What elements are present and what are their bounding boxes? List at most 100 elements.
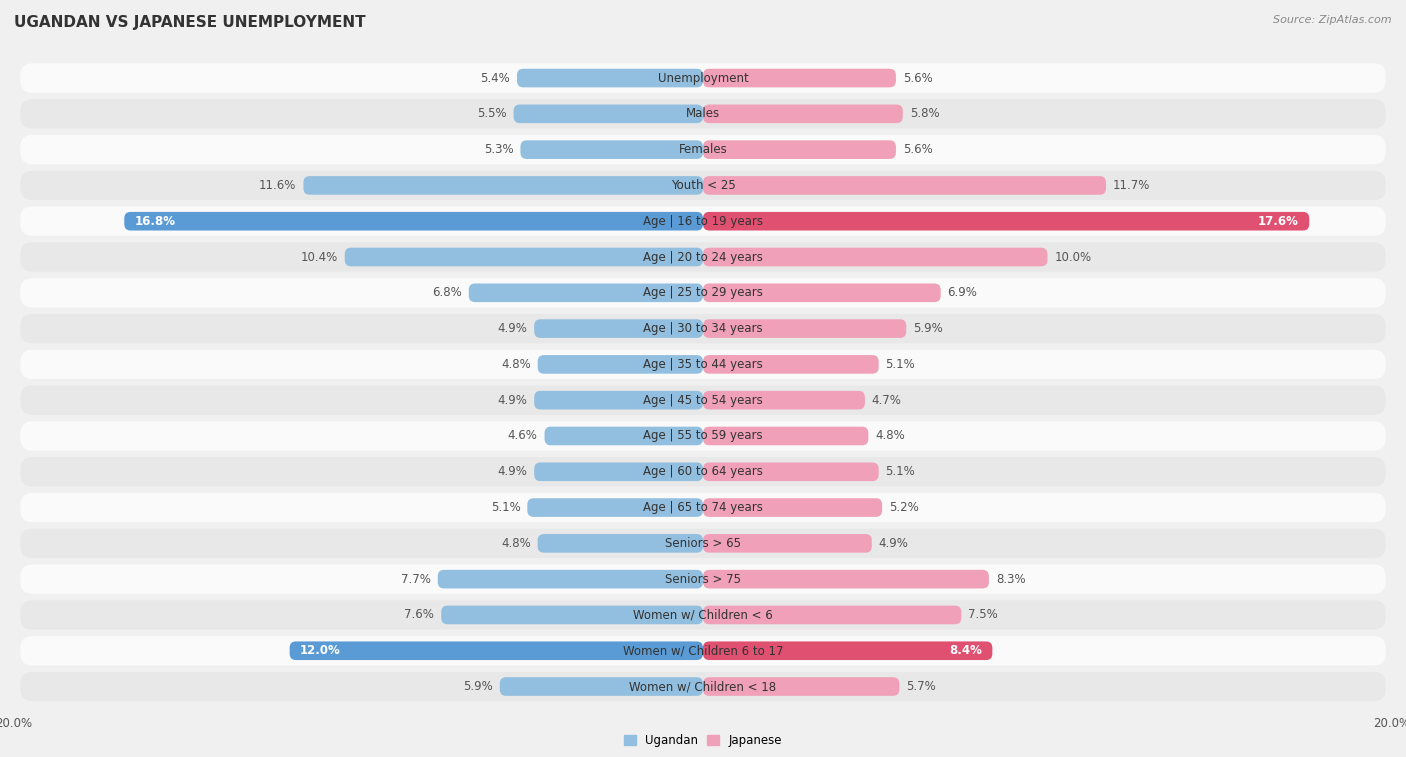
FancyBboxPatch shape <box>304 176 703 195</box>
FancyBboxPatch shape <box>703 248 1047 266</box>
Text: 4.7%: 4.7% <box>872 394 901 407</box>
FancyBboxPatch shape <box>20 528 1386 558</box>
Text: 6.8%: 6.8% <box>432 286 461 299</box>
Text: 4.9%: 4.9% <box>498 322 527 335</box>
FancyBboxPatch shape <box>20 135 1386 164</box>
Text: Females: Females <box>679 143 727 156</box>
FancyBboxPatch shape <box>290 641 703 660</box>
FancyBboxPatch shape <box>703 391 865 410</box>
FancyBboxPatch shape <box>513 104 703 123</box>
FancyBboxPatch shape <box>20 99 1386 129</box>
FancyBboxPatch shape <box>703 69 896 87</box>
FancyBboxPatch shape <box>437 570 703 588</box>
Text: 6.9%: 6.9% <box>948 286 977 299</box>
Text: 5.7%: 5.7% <box>907 680 936 693</box>
Text: 5.9%: 5.9% <box>912 322 943 335</box>
FancyBboxPatch shape <box>544 427 703 445</box>
Text: Unemployment: Unemployment <box>658 72 748 85</box>
Text: Males: Males <box>686 107 720 120</box>
Text: Women w/ Children < 6: Women w/ Children < 6 <box>633 609 773 621</box>
FancyBboxPatch shape <box>703 498 882 517</box>
Text: Age | 16 to 19 years: Age | 16 to 19 years <box>643 215 763 228</box>
Text: Youth < 25: Youth < 25 <box>671 179 735 192</box>
Text: 10.4%: 10.4% <box>301 251 337 263</box>
FancyBboxPatch shape <box>527 498 703 517</box>
Text: Age | 35 to 44 years: Age | 35 to 44 years <box>643 358 763 371</box>
Text: 12.0%: 12.0% <box>299 644 340 657</box>
Text: Age | 25 to 29 years: Age | 25 to 29 years <box>643 286 763 299</box>
Text: 11.6%: 11.6% <box>259 179 297 192</box>
FancyBboxPatch shape <box>537 534 703 553</box>
FancyBboxPatch shape <box>20 278 1386 307</box>
Text: 7.6%: 7.6% <box>405 609 434 621</box>
Text: Source: ZipAtlas.com: Source: ZipAtlas.com <box>1274 15 1392 25</box>
Text: 7.5%: 7.5% <box>969 609 998 621</box>
FancyBboxPatch shape <box>703 463 879 481</box>
Text: 4.9%: 4.9% <box>498 394 527 407</box>
FancyBboxPatch shape <box>20 350 1386 379</box>
FancyBboxPatch shape <box>20 565 1386 593</box>
FancyBboxPatch shape <box>703 678 900 696</box>
Text: Age | 65 to 74 years: Age | 65 to 74 years <box>643 501 763 514</box>
Text: UGANDAN VS JAPANESE UNEMPLOYMENT: UGANDAN VS JAPANESE UNEMPLOYMENT <box>14 15 366 30</box>
Text: 10.0%: 10.0% <box>1054 251 1091 263</box>
FancyBboxPatch shape <box>468 283 703 302</box>
Text: Seniors > 75: Seniors > 75 <box>665 572 741 586</box>
Text: 4.9%: 4.9% <box>879 537 908 550</box>
FancyBboxPatch shape <box>499 678 703 696</box>
FancyBboxPatch shape <box>20 314 1386 343</box>
FancyBboxPatch shape <box>703 606 962 625</box>
FancyBboxPatch shape <box>703 176 1107 195</box>
Text: 5.1%: 5.1% <box>886 466 915 478</box>
FancyBboxPatch shape <box>703 283 941 302</box>
Text: 5.6%: 5.6% <box>903 72 932 85</box>
FancyBboxPatch shape <box>537 355 703 374</box>
FancyBboxPatch shape <box>20 672 1386 701</box>
Text: 5.2%: 5.2% <box>889 501 918 514</box>
Text: Seniors > 65: Seniors > 65 <box>665 537 741 550</box>
FancyBboxPatch shape <box>20 457 1386 487</box>
Text: 4.9%: 4.9% <box>498 466 527 478</box>
FancyBboxPatch shape <box>703 140 896 159</box>
FancyBboxPatch shape <box>20 171 1386 200</box>
FancyBboxPatch shape <box>124 212 703 231</box>
Legend: Ugandan, Japanese: Ugandan, Japanese <box>619 729 787 752</box>
Text: Women w/ Children < 18: Women w/ Children < 18 <box>630 680 776 693</box>
FancyBboxPatch shape <box>703 427 869 445</box>
Text: 5.9%: 5.9% <box>463 680 494 693</box>
Text: 4.8%: 4.8% <box>501 358 531 371</box>
Text: 17.6%: 17.6% <box>1258 215 1299 228</box>
Text: Age | 60 to 64 years: Age | 60 to 64 years <box>643 466 763 478</box>
Text: 5.5%: 5.5% <box>477 107 506 120</box>
Text: 4.8%: 4.8% <box>875 429 905 443</box>
FancyBboxPatch shape <box>703 570 988 588</box>
FancyBboxPatch shape <box>344 248 703 266</box>
FancyBboxPatch shape <box>20 64 1386 92</box>
FancyBboxPatch shape <box>703 104 903 123</box>
FancyBboxPatch shape <box>20 636 1386 665</box>
Text: 4.6%: 4.6% <box>508 429 537 443</box>
Text: Age | 45 to 54 years: Age | 45 to 54 years <box>643 394 763 407</box>
FancyBboxPatch shape <box>517 69 703 87</box>
FancyBboxPatch shape <box>703 319 907 338</box>
Text: 5.6%: 5.6% <box>903 143 932 156</box>
Text: 11.7%: 11.7% <box>1114 179 1150 192</box>
Text: 5.1%: 5.1% <box>491 501 520 514</box>
FancyBboxPatch shape <box>534 463 703 481</box>
FancyBboxPatch shape <box>20 422 1386 450</box>
FancyBboxPatch shape <box>534 319 703 338</box>
Text: 5.4%: 5.4% <box>481 72 510 85</box>
FancyBboxPatch shape <box>703 212 1309 231</box>
Text: Women w/ Children 6 to 17: Women w/ Children 6 to 17 <box>623 644 783 657</box>
Text: Age | 30 to 34 years: Age | 30 to 34 years <box>643 322 763 335</box>
Text: 8.3%: 8.3% <box>995 572 1025 586</box>
Text: Age | 20 to 24 years: Age | 20 to 24 years <box>643 251 763 263</box>
FancyBboxPatch shape <box>703 534 872 553</box>
FancyBboxPatch shape <box>534 391 703 410</box>
FancyBboxPatch shape <box>703 355 879 374</box>
Text: Age | 55 to 59 years: Age | 55 to 59 years <box>643 429 763 443</box>
FancyBboxPatch shape <box>20 207 1386 236</box>
FancyBboxPatch shape <box>441 606 703 625</box>
FancyBboxPatch shape <box>703 641 993 660</box>
Text: 5.3%: 5.3% <box>484 143 513 156</box>
